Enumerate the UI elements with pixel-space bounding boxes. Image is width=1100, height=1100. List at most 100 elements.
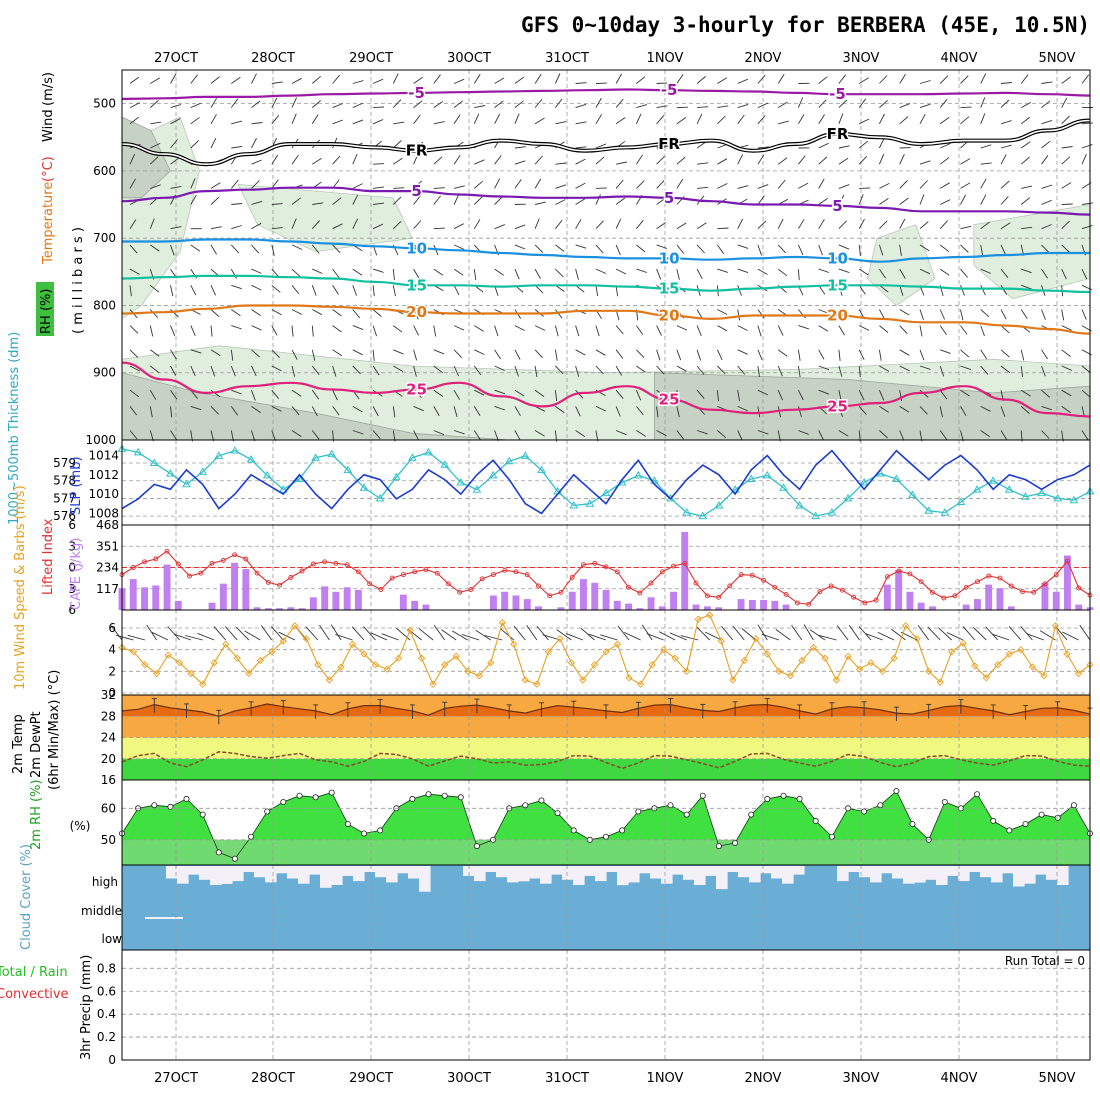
barb-6-12 (373, 202, 385, 205)
slp-tick-2: 1012 (88, 468, 119, 482)
wind10-point-42 (602, 648, 610, 656)
barb-9-34 (818, 268, 830, 273)
barb-4-20 (534, 155, 543, 165)
thickness-point-13 (327, 449, 337, 458)
cloud-gap-54 (716, 866, 728, 890)
barb-9-11 (352, 268, 363, 276)
rh-ylabel: 2m RH (%) (29, 779, 44, 850)
thickness-point-18 (408, 453, 417, 461)
barb-16-6 (251, 406, 261, 413)
barb-16-31 (757, 406, 761, 418)
barb-14-22 (575, 365, 580, 377)
barb-14-37 (879, 365, 890, 372)
wind10-tick-0: 0 (108, 686, 116, 700)
barb-10-16 (453, 285, 460, 296)
wind10-point-27 (429, 680, 437, 688)
barb-5-22 (575, 182, 586, 189)
contour-label-5-2: 5 (832, 197, 842, 215)
barb-13-3 (190, 349, 202, 354)
precip-axis: 0 0.2 0.4 0.6 0.8 (97, 961, 116, 1067)
barb-6-45 (1041, 199, 1052, 205)
barb-11-7 (271, 309, 282, 316)
wind10-barb-54 (732, 625, 745, 641)
lifted-point-28 (434, 570, 440, 576)
top-date-4: 31OCT (545, 51, 589, 66)
cloud-gap-81 (1013, 866, 1025, 887)
barb-4-45 (1041, 155, 1049, 165)
barb-1-9 (312, 100, 321, 108)
barb-15-2 (170, 389, 178, 400)
wind10-line (118, 611, 1094, 688)
wind10-barb-51 (696, 626, 711, 641)
barb-3-47 (1081, 143, 1093, 149)
barb-1-25 (636, 104, 648, 109)
thickness-slp-panel: 576 577 578 579 1008 1010 1012 1014 1000~500mb … (7, 332, 1095, 526)
wind10-point-52 (717, 637, 725, 645)
barb-7-9 (311, 220, 321, 230)
wind10-barb-60 (803, 624, 814, 641)
rh-point-49 (909, 821, 916, 828)
barb-0-12 (372, 78, 384, 84)
lifted-point-36 (524, 572, 530, 578)
wind10-point-50 (694, 615, 702, 623)
wind10-point-74 (971, 662, 979, 670)
barb-1-44 (1020, 102, 1032, 108)
wind10-point-67 (890, 654, 898, 662)
barb-0-34 (818, 76, 828, 84)
thickness-point-32 (633, 470, 643, 479)
pressure-axis: 500 600 700 800 900 1000 (85, 97, 116, 447)
barb-7-26 (656, 222, 666, 230)
barb-8-34 (818, 244, 823, 256)
barb-9-27 (676, 268, 680, 280)
barb-14-19 (514, 365, 519, 377)
barb-0-16 (453, 78, 465, 84)
barb-13-2 (170, 349, 177, 360)
wind10-point-28 (441, 661, 449, 669)
barb-0-38 (899, 73, 906, 84)
barb-7-29 (717, 227, 729, 230)
lifted-point-84 (1065, 558, 1070, 564)
thickness-point-12 (311, 453, 320, 461)
precip-panel: 0 0.2 0.4 0.6 0.8 Run Total = 0 Total / Rain… (0, 949, 1091, 1067)
cape-bar-37 (535, 606, 542, 610)
barb-6-20 (535, 201, 546, 205)
barb-5-40 (939, 182, 950, 189)
barb-15-21 (554, 390, 558, 402)
barb-9-13 (392, 269, 395, 281)
barb-5-37 (879, 182, 890, 189)
wind10-point-25 (406, 626, 414, 634)
lifted-line-path (121, 550, 1091, 605)
cloud-gap-17 (309, 866, 321, 875)
barb-11-37 (879, 309, 885, 320)
lifted-point-9 (220, 557, 226, 563)
barb-1-39 (919, 103, 931, 109)
wind10-barb-47 (646, 633, 664, 641)
wind10-barb-41 (580, 627, 595, 641)
barb-1-29 (717, 105, 729, 109)
rh-point-37 (715, 843, 722, 850)
thickness-point-45 (843, 493, 853, 502)
cloud-gap-25 (397, 866, 409, 874)
cloud-gap-41 (573, 866, 585, 885)
barb-0-43 (1000, 82, 1012, 84)
precip-tick-4: 0.8 (97, 961, 116, 975)
barb-14-25 (636, 365, 646, 373)
barb-13-12 (372, 349, 375, 361)
barb-5-42 (980, 178, 987, 189)
lifted-point-10 (232, 552, 238, 558)
barb-17-14 (413, 430, 420, 441)
barb-10-38 (899, 285, 904, 296)
barb-4-27 (676, 156, 686, 165)
thickness-point-21 (456, 478, 466, 486)
cape-bar-11 (242, 569, 250, 610)
cloud-gap-16 (298, 866, 310, 884)
barb-17-24 (615, 430, 627, 436)
wind10-point-31 (475, 672, 483, 680)
wind10-barb-24 (381, 633, 399, 641)
barb-14-6 (251, 365, 257, 377)
barb-13-1 (150, 349, 160, 357)
barb-9-32 (777, 268, 788, 277)
cloud-gap-73 (925, 866, 937, 880)
barb-12-41 (960, 325, 968, 335)
barb-11-43 (1000, 309, 1007, 320)
